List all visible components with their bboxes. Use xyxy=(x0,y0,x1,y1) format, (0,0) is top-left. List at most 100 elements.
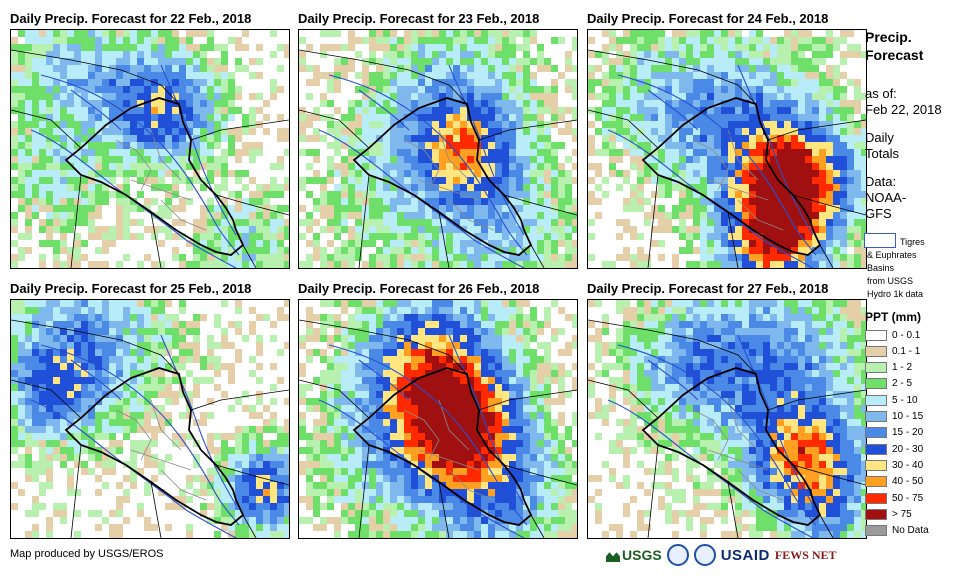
precip-cell xyxy=(516,321,523,328)
precip-cell xyxy=(369,93,376,100)
precip-cell xyxy=(249,72,256,79)
precip-cell xyxy=(411,177,418,184)
precip-cell xyxy=(320,391,327,398)
precip-cell xyxy=(826,100,833,107)
precip-cell xyxy=(130,233,137,240)
precip-cell xyxy=(81,51,88,58)
precip-cell xyxy=(39,100,46,107)
precip-cell xyxy=(551,226,558,233)
precip-cell xyxy=(165,300,172,307)
precip-cell xyxy=(284,205,289,212)
precip-cell xyxy=(665,128,672,135)
precip-cell xyxy=(784,261,791,268)
precip-cell xyxy=(537,226,544,233)
precip-cell xyxy=(446,349,453,356)
precip-cell xyxy=(130,370,137,377)
precip-cell xyxy=(172,51,179,58)
precip-cell xyxy=(362,156,369,163)
precip-cell xyxy=(404,254,411,261)
precip-cell xyxy=(74,135,81,142)
precip-cell xyxy=(46,426,53,433)
precip-cell xyxy=(390,184,397,191)
precip-cell xyxy=(144,121,151,128)
precip-cell xyxy=(151,170,158,177)
precip-cell xyxy=(158,391,165,398)
precip-cell xyxy=(404,321,411,328)
precip-cell xyxy=(130,65,137,72)
precip-cell xyxy=(270,510,277,517)
precip-cell xyxy=(172,321,179,328)
precip-cell xyxy=(109,100,116,107)
precip-cell xyxy=(565,342,572,349)
precip-cell xyxy=(235,170,242,177)
precip-cell xyxy=(770,100,777,107)
precip-cell xyxy=(665,79,672,86)
precip-cell xyxy=(488,349,495,356)
precip-cell xyxy=(609,37,616,44)
precip-cell xyxy=(74,72,81,79)
precip-cell xyxy=(453,219,460,226)
precip-cell xyxy=(784,219,791,226)
precip-cell xyxy=(502,377,509,384)
precip-cell xyxy=(595,149,602,156)
precip-cell xyxy=(665,93,672,100)
precip-cell xyxy=(784,177,791,184)
precip-cell xyxy=(523,300,530,307)
precip-cell xyxy=(67,93,74,100)
precip-cell xyxy=(439,377,446,384)
precip-cell xyxy=(74,65,81,72)
precip-cell xyxy=(467,247,474,254)
precip-cell xyxy=(861,142,866,149)
precip-cell xyxy=(109,377,116,384)
precip-cell xyxy=(602,51,609,58)
precip-cell xyxy=(474,335,481,342)
precip-cell xyxy=(474,198,481,205)
precip-cell xyxy=(623,121,630,128)
precip-cell xyxy=(749,37,756,44)
precip-cell xyxy=(179,44,186,51)
precip-cell xyxy=(537,163,544,170)
precip-cell xyxy=(686,135,693,142)
precip-cell xyxy=(320,198,327,205)
precip-cell xyxy=(11,135,18,142)
precip-cell xyxy=(376,177,383,184)
precip-cell xyxy=(348,44,355,51)
precip-cell xyxy=(130,426,137,433)
precip-cell xyxy=(235,107,242,114)
precip-cell xyxy=(348,170,355,177)
precip-cell xyxy=(707,142,714,149)
precip-cell xyxy=(565,128,572,135)
precip-cell xyxy=(348,107,355,114)
precip-cell xyxy=(735,114,742,121)
precip-cell xyxy=(693,65,700,72)
precip-cell xyxy=(95,433,102,440)
precip-cell xyxy=(334,184,341,191)
precip-cell xyxy=(805,86,812,93)
precip-cell xyxy=(411,93,418,100)
precip-cell xyxy=(263,254,270,261)
precip-cell xyxy=(693,58,700,65)
precip-cell xyxy=(665,86,672,93)
precip-cell xyxy=(439,65,446,72)
precip-cell xyxy=(95,37,102,44)
precip-cell xyxy=(165,114,172,121)
precip-cell xyxy=(25,114,32,121)
precip-cell xyxy=(11,391,18,398)
precip-cell xyxy=(700,170,707,177)
precip-cell xyxy=(270,440,277,447)
precip-cell xyxy=(833,142,840,149)
precip-cell xyxy=(418,58,425,65)
precip-cell xyxy=(523,398,530,405)
precip-cell xyxy=(369,128,376,135)
precip-cell xyxy=(623,177,630,184)
precip-cell xyxy=(558,391,565,398)
precip-cell xyxy=(123,342,130,349)
precip-cell xyxy=(453,321,460,328)
precip-cell xyxy=(60,51,67,58)
precip-cell xyxy=(193,240,200,247)
precip-cell xyxy=(228,531,235,538)
precip-cell xyxy=(130,342,137,349)
precip-cell xyxy=(313,328,320,335)
precip-cell xyxy=(158,177,165,184)
precip-cell xyxy=(602,261,609,268)
